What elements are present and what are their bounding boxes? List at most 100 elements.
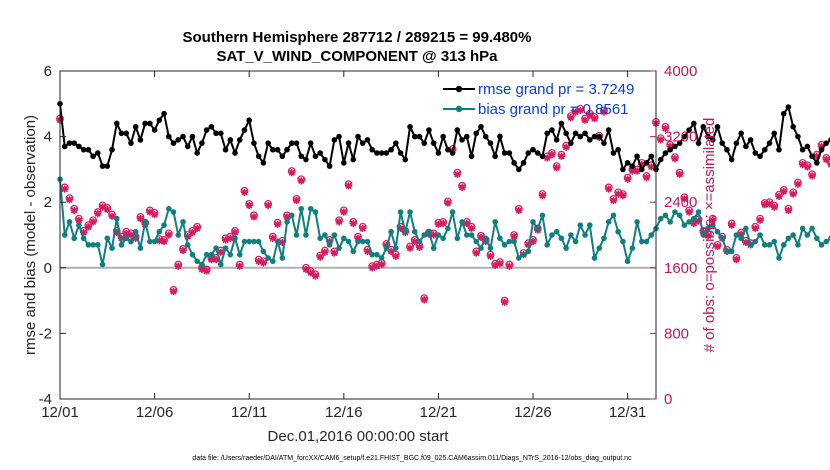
bias-point (463, 232, 470, 238)
obs-assimilated-marker (113, 228, 121, 237)
obs-assimilated-marker (84, 223, 92, 231)
obs-assimilated-marker (292, 196, 301, 205)
obs-assimilated-marker (406, 244, 414, 252)
bias-point (648, 232, 655, 238)
obs-assimilated-marker (165, 231, 173, 239)
obs-assimilated-marker (349, 219, 357, 228)
rmse-point (449, 150, 456, 156)
rmse-point (539, 153, 546, 160)
rmse-point (738, 130, 744, 137)
obs-assimilated-marker (245, 201, 253, 210)
obs-assimilated-marker (61, 185, 69, 193)
obs-assimilated-marker (340, 208, 348, 216)
obs-assimilated-marker (491, 261, 499, 269)
rmse-point (76, 143, 82, 150)
bias-point (416, 238, 423, 245)
bias-point (61, 232, 68, 238)
obs-assimilated-marker (146, 208, 154, 216)
bias-point (317, 235, 323, 242)
bias-point (227, 251, 234, 258)
rmse-point (657, 156, 664, 163)
bias-point (99, 261, 106, 268)
rmse-point (605, 127, 612, 133)
obs-assimilated-marker (80, 228, 88, 237)
obs-assimilated-marker (132, 234, 140, 242)
bias-point (95, 242, 101, 248)
rmse-series (57, 101, 830, 173)
bias-point (809, 225, 815, 232)
bias-point (293, 232, 300, 238)
rmse-point (629, 163, 636, 169)
obs-assimilated-marker (817, 142, 826, 151)
bias-point (520, 251, 527, 258)
rmse-point (459, 137, 465, 143)
bias-point (175, 232, 182, 238)
rmse-point (123, 130, 130, 137)
bias-point (738, 235, 744, 242)
bias-point (610, 212, 617, 219)
obs-assimilated-marker (463, 219, 471, 228)
bias-point (336, 245, 342, 251)
bias-point (374, 251, 380, 258)
rmse-point (463, 133, 470, 140)
bias-point (440, 235, 446, 242)
bias-point (501, 242, 508, 248)
bias-point (681, 222, 688, 228)
bias-point (691, 215, 697, 222)
obs-assimilated-marker (761, 201, 769, 209)
bias-point (435, 232, 442, 238)
obs-assimilated-marker (311, 272, 320, 280)
bias-point (421, 232, 428, 238)
legend-bias-marker (455, 105, 463, 113)
bias-point (132, 228, 139, 235)
obs-assimilated-marker (344, 182, 353, 190)
obs-assimilated-marker (624, 175, 632, 183)
bias-point (530, 219, 536, 225)
bias-point (733, 232, 740, 238)
obs-assimilated-marker (794, 180, 802, 188)
y-left-tick-label: 6 (44, 63, 52, 80)
obs-assimilated-marker (676, 170, 684, 178)
bias-point (260, 248, 267, 255)
rmse-point (208, 123, 215, 130)
rmse-point (752, 150, 759, 156)
rmse-point (790, 123, 796, 130)
obs-assimilated-marker (477, 233, 485, 242)
obs-assimilated-marker (690, 219, 698, 228)
bias-point (478, 245, 484, 251)
rmse-point (383, 150, 390, 156)
obs-assimilated-marker (70, 206, 78, 214)
rmse-point (440, 133, 446, 140)
rmse-point (795, 133, 801, 140)
rmse-point (719, 140, 726, 146)
x-tick-label: 12/11 (231, 404, 267, 421)
chart-title-line2: SAT_V_WIND_COMPONENT @ 313 hPa (216, 48, 498, 65)
bias-point (113, 215, 120, 222)
obs-assimilated-marker (75, 216, 83, 224)
rmse-point (695, 140, 702, 146)
obs-assimilated-marker (297, 177, 305, 185)
rmse-point (218, 130, 224, 137)
rmse-point (553, 137, 560, 143)
obs-assimilated-marker (127, 231, 135, 239)
obs-assimilated-marker (638, 160, 646, 169)
obs-assimilated-marker (188, 228, 197, 237)
rmse-point (780, 110, 787, 117)
bias-point (331, 232, 338, 238)
bias-point (80, 235, 87, 242)
rmse-point (814, 160, 820, 166)
rmse-point (804, 143, 811, 150)
rmse-point (771, 130, 778, 137)
x-tick-label: 12/21 (420, 404, 458, 421)
rmse-point (624, 160, 631, 166)
obs-assimilated-marker (770, 203, 778, 211)
bias-point (482, 235, 489, 242)
obs-assimilated-marker (363, 247, 372, 255)
bias-point (388, 228, 394, 235)
obs-assimilated-marker (666, 142, 674, 151)
obs-assimilated-marker (198, 265, 206, 274)
chart-title-line1: Southern Hemisphere 287712 / 289215 = 99… (183, 29, 532, 46)
obs-assimilated-marker (813, 152, 821, 160)
bias-point (700, 232, 707, 238)
